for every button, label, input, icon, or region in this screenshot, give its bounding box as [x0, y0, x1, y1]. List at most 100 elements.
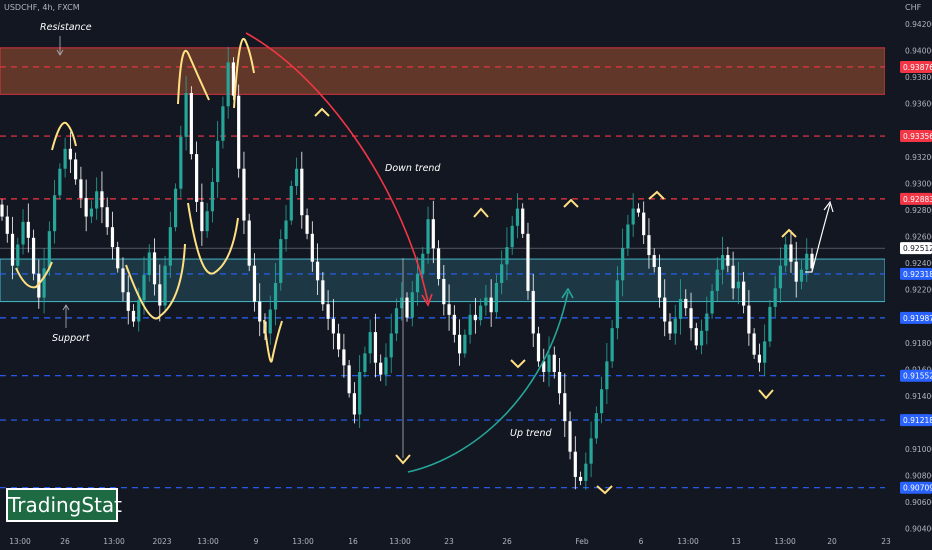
candle-body: [452, 314, 456, 335]
candle-body: [237, 95, 241, 169]
candle-body: [152, 252, 157, 285]
candle-body: [426, 219, 430, 254]
x-tick-label: 13:00: [677, 537, 699, 546]
price-tag: [900, 267, 932, 280]
candle-body: [221, 106, 225, 141]
price-tag-text: 0.92512: [903, 244, 932, 253]
candle-body: [652, 255, 656, 268]
candle-body: [547, 354, 551, 372]
candle-body: [200, 201, 204, 232]
x-tick-label: 6: [639, 537, 644, 546]
candle-body: [642, 212, 646, 236]
candle-body: [510, 225, 514, 248]
candle-body: [694, 328, 698, 346]
candle-body: [21, 221, 25, 245]
candle-body: [352, 393, 357, 415]
candle-body: [699, 330, 704, 346]
candle-body: [621, 248, 625, 281]
candle-body: [521, 208, 525, 234]
candle-body: [436, 248, 441, 279]
candle-body: [505, 247, 509, 265]
candle-body: [468, 314, 472, 335]
candle-body: [757, 354, 762, 363]
candle-body: [710, 290, 714, 314]
candle-body: [526, 233, 530, 291]
levels-layer: [0, 66, 885, 489]
candle-body: [678, 298, 683, 319]
candle-body: [173, 188, 178, 228]
x-tick-label: Feb: [575, 537, 589, 546]
candle-body: [663, 297, 667, 322]
candle-body: [10, 233, 15, 266]
candle-body: [210, 182, 214, 212]
annotation-layer: [15, 32, 834, 495]
candle-body: [684, 298, 688, 309]
candle-body: [5, 216, 9, 234]
candle-body: [600, 389, 604, 414]
x-tick-label: 23: [881, 537, 891, 546]
candle-body: [778, 265, 783, 289]
candle-body: [773, 288, 777, 307]
projection-arrow: [811, 203, 831, 273]
candle-body: [31, 237, 36, 274]
candle-body: [79, 179, 83, 198]
x-tick-label: 26: [60, 537, 70, 546]
resistance-pointer-head: [56, 49, 64, 56]
candle-body: [389, 333, 393, 358]
candle-body: [515, 208, 520, 226]
candle-body: [289, 185, 293, 221]
annotation-up-trend: Up trend: [510, 428, 552, 439]
candle-body: [542, 361, 546, 372]
candles-layer: [0, 46, 814, 490]
price-tag: [900, 369, 932, 382]
price-tag-text: 0.91218: [903, 416, 932, 425]
candle-body: [326, 304, 330, 319]
candle-body: [100, 191, 104, 208]
price-tag: [900, 60, 932, 73]
candle-body: [137, 300, 141, 322]
ticker-label: USDCHF, 4h, FXCM: [4, 3, 80, 12]
candle-body: [305, 215, 309, 234]
candle-body: [531, 290, 535, 334]
candle-body: [84, 197, 88, 217]
candle-body: [610, 328, 614, 362]
candle-body: [731, 265, 735, 289]
x-tick-label: 13:00: [9, 537, 31, 546]
candle-body: [415, 273, 420, 293]
annotation-texts: Resistance Support Down trend Up trend: [40, 22, 552, 439]
candle-body: [363, 353, 367, 372]
candle-body: [268, 309, 272, 334]
currency-unit: CHF: [905, 3, 922, 12]
price-tag-text: 0.93356: [903, 132, 932, 141]
price-tag: [900, 414, 932, 427]
candle-body: [95, 191, 99, 209]
projection-arrowhead: [823, 200, 834, 213]
candle-body: [742, 281, 746, 306]
candle-body: [636, 208, 641, 213]
candle-body: [421, 253, 425, 274]
candle-body: [626, 224, 630, 249]
annotation-support: Support: [52, 333, 91, 344]
zone-resistance: [0, 47, 886, 95]
price-tag-text: 0.93876: [903, 63, 932, 72]
x-tick-label: 13:00: [774, 537, 796, 546]
x-tick-label: 13:00: [389, 537, 411, 546]
candle-body: [400, 297, 404, 309]
candle-body: [631, 208, 635, 225]
x-tick-label: 23: [444, 537, 454, 546]
candle-body: [784, 244, 788, 266]
swing-curves: [15, 37, 797, 495]
candle-body: [116, 247, 120, 269]
candle-body: [168, 227, 172, 266]
candle-body: [342, 349, 346, 366]
candle-body: [189, 92, 193, 155]
candle-body: [252, 265, 257, 302]
candle-body: [52, 195, 57, 232]
price-tag-text: 0.91552: [903, 372, 932, 381]
